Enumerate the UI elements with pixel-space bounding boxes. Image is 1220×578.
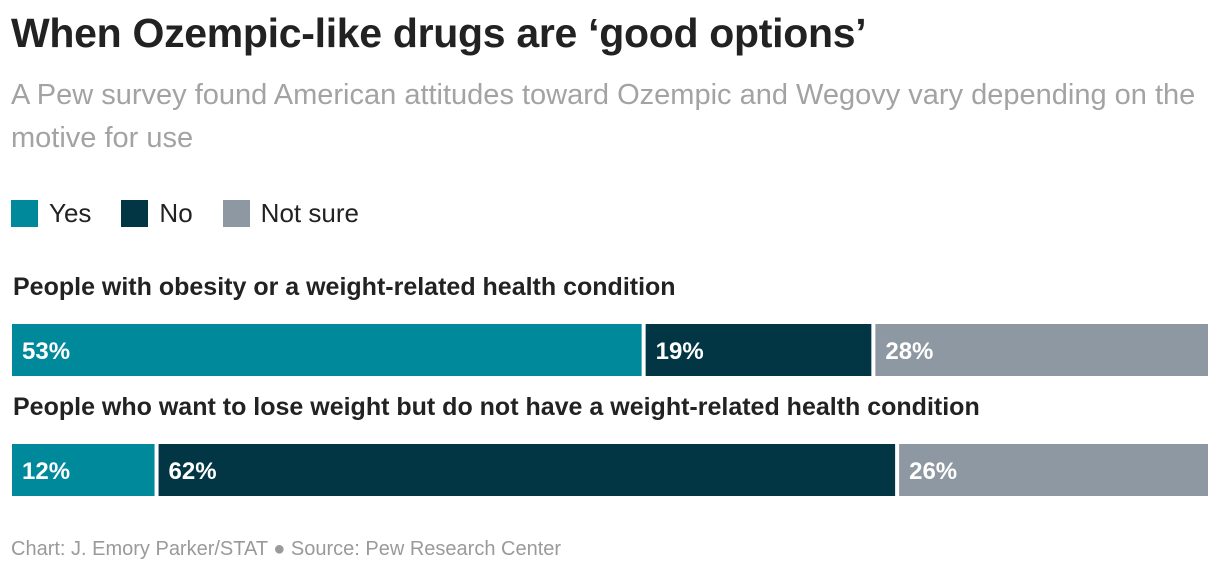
legend-label-no: No <box>159 198 193 228</box>
chart-footer: Chart: J. Emory Parker/STAT ● Source: Pe… <box>11 538 562 560</box>
data-label-not-sure-row-1: 26% <box>909 458 957 485</box>
bar-not-sure-row-0 <box>875 324 1208 376</box>
chart-title: When Ozempic-like drugs are ‘good option… <box>11 10 867 56</box>
data-label-not-sure-row-0: 28% <box>885 338 933 365</box>
bar-yes-row-0 <box>12 324 642 376</box>
row-label-lose-weight: People who want to lose weight but do no… <box>13 393 980 421</box>
data-label-no-row-1: 62% <box>169 458 217 485</box>
bar-no-row-0 <box>645 324 872 376</box>
legend-swatch-yes <box>11 200 38 227</box>
legend-label-not-sure: Not sure <box>260 198 359 228</box>
legend-item-no: No <box>121 198 193 229</box>
row-label-obesity: People with obesity or a weight-related … <box>13 273 676 301</box>
data-label-yes-row-0: 53% <box>22 338 70 365</box>
data-label-no-row-0: 19% <box>656 338 704 365</box>
bar-not-sure-row-1 <box>899 444 1208 496</box>
data-label-yes-row-1: 12% <box>22 458 70 485</box>
bar-no-row-1 <box>158 444 896 496</box>
bar-yes-row-1 <box>12 444 155 496</box>
legend-swatch-not-sure <box>222 200 250 227</box>
legend: Yes No Not sure <box>11 198 389 229</box>
legend-label-yes: Yes <box>49 198 92 228</box>
chart-subtitle: A Pew survey found American attitudes to… <box>11 79 1196 154</box>
legend-item-yes: Yes <box>11 198 91 229</box>
legend-swatch-no <box>121 200 149 227</box>
legend-item-not-sure: Not sure <box>222 198 359 229</box>
